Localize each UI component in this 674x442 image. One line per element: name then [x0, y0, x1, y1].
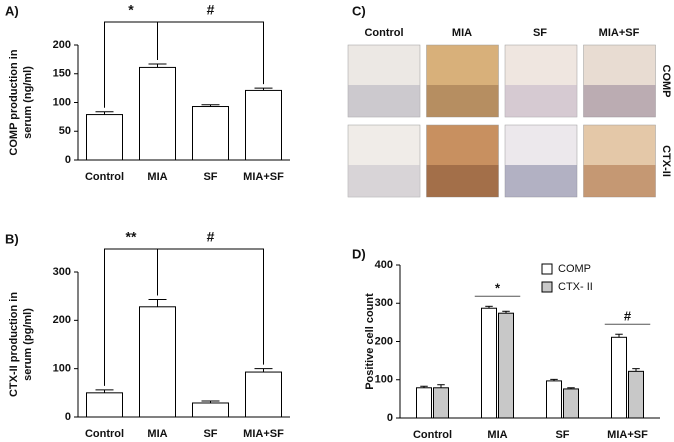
row-label: CTX-II — [660, 145, 672, 177]
y-tick-label: 0 — [65, 154, 71, 166]
y-tick-label: 150 — [53, 68, 71, 80]
significance-bracket — [157, 21, 264, 85]
histology-bone — [426, 85, 499, 117]
y-tick-label: 100 — [53, 363, 71, 375]
histology-bone — [348, 85, 420, 117]
column-label: MIA — [452, 27, 472, 39]
bar — [498, 312, 514, 419]
y-tick-label: 200 — [53, 314, 71, 326]
bar — [86, 392, 123, 418]
y-tick-label: 100 — [53, 96, 71, 108]
x-tick-label: SF — [203, 171, 217, 183]
x-tick-label: MIA+SF — [243, 171, 284, 183]
significance-mark: ** — [126, 229, 137, 245]
y-tick-label: 300 — [53, 266, 71, 278]
bar — [86, 114, 123, 161]
significance-mark: # — [207, 2, 215, 18]
significance-mark: * — [495, 281, 501, 296]
significance-mark: # — [207, 229, 215, 245]
x-tick-label: MIA — [487, 429, 507, 441]
bar — [192, 106, 229, 161]
bar — [245, 89, 282, 161]
legend-label: CTX- II — [558, 281, 593, 293]
legend-swatch — [541, 263, 553, 275]
column-label: SF — [533, 27, 547, 39]
bar — [192, 402, 229, 418]
x-tick-label: SF — [203, 428, 217, 440]
panel-label: C) — [352, 3, 366, 18]
x-tick-label: MIA+SF — [607, 429, 648, 441]
y-tick-label: 400 — [375, 259, 393, 271]
y-tick-label: 0 — [65, 411, 71, 423]
y-tick-label: 50 — [59, 125, 71, 137]
y-axis-label: serum (ng/ml) — [22, 66, 34, 139]
panel-label: D) — [352, 246, 366, 261]
column-label: Control — [364, 27, 403, 39]
histology-bone — [348, 165, 420, 197]
x-tick-label: MIA+SF — [243, 428, 284, 440]
x-tick-label: Control — [413, 429, 452, 441]
histology-bone — [583, 85, 656, 117]
bar — [611, 336, 627, 419]
column-label: MIA+SF — [599, 27, 640, 39]
x-tick-label: MIA — [147, 428, 167, 440]
bar — [628, 370, 644, 419]
x-tick-label: Control — [85, 428, 124, 440]
panel-label: B) — [5, 231, 19, 246]
legend-swatch — [541, 281, 553, 293]
bar — [481, 307, 497, 419]
bar — [139, 306, 176, 418]
x-tick-label: MIA — [147, 171, 167, 183]
significance-mark: # — [624, 309, 632, 324]
histology-bone — [583, 165, 656, 197]
bar — [546, 380, 562, 419]
histology-bone — [505, 85, 577, 117]
y-axis-label: COMP production in — [8, 49, 20, 155]
bar — [416, 387, 432, 419]
x-tick-label: SF — [555, 429, 569, 441]
histology-bone — [505, 165, 577, 197]
y-axis-label: Positive cell count — [364, 293, 376, 390]
significance-mark: * — [128, 2, 134, 18]
y-tick-label: 0 — [387, 412, 393, 424]
legend-label: COMP — [558, 263, 591, 275]
y-tick-label: 200 — [53, 39, 71, 51]
bar — [245, 371, 282, 418]
y-axis-label: CTX-II production in — [8, 292, 20, 397]
y-tick-label: 300 — [375, 297, 393, 309]
panel-label: A) — [5, 3, 19, 18]
row-label: COMP — [660, 65, 672, 98]
significance-bracket — [157, 248, 264, 365]
bar — [563, 388, 579, 419]
bar — [433, 387, 449, 419]
y-tick-label: 200 — [375, 335, 393, 347]
x-tick-label: Control — [85, 171, 124, 183]
y-axis-label: serum (pg/ml) — [22, 308, 34, 381]
histology-bone — [426, 165, 499, 197]
bar — [139, 66, 176, 161]
y-tick-label: 100 — [375, 374, 393, 386]
